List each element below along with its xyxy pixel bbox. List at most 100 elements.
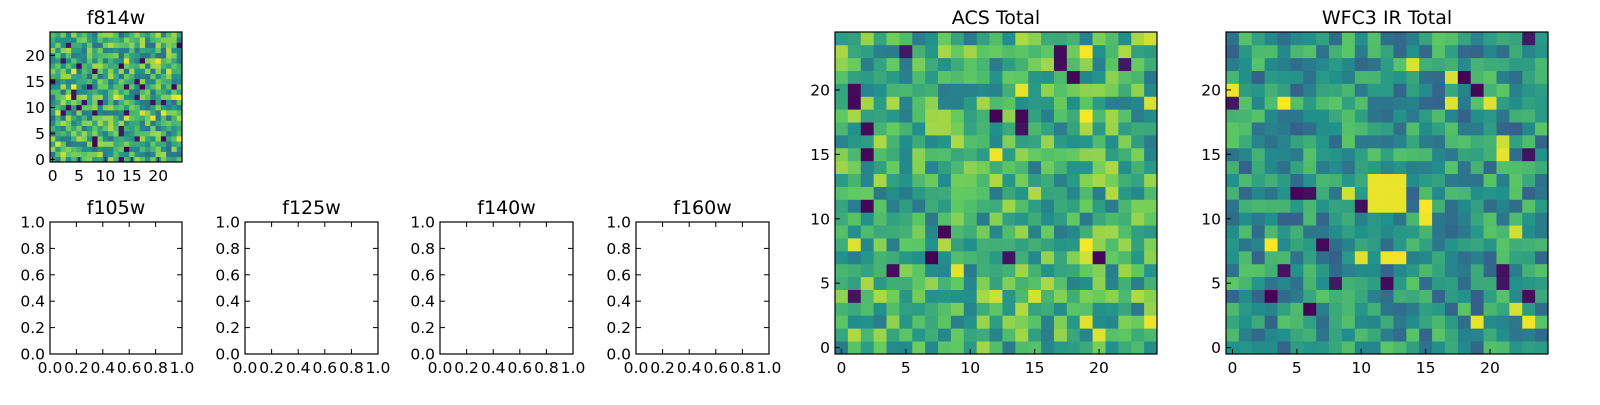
heatmap-cell [938, 32, 952, 46]
heatmap-cell [102, 130, 109, 137]
heatmap-cell [1092, 199, 1106, 213]
heatmap-cell [134, 58, 141, 64]
heatmap-cell [1303, 199, 1317, 213]
heatmap-cell [847, 173, 862, 187]
heatmap-cell [160, 141, 167, 147]
heatmap-cell [176, 115, 183, 121]
heatmap-cell [989, 135, 1003, 149]
heatmap-cell [950, 328, 965, 342]
heatmap-cell [899, 212, 913, 226]
heatmap-cell [176, 94, 183, 100]
heatmap-cell [1226, 173, 1240, 187]
heatmap-cell [847, 57, 862, 71]
heatmap-cell [1131, 302, 1145, 316]
heatmap-cell [1226, 263, 1240, 278]
heatmap-cell [108, 94, 114, 100]
y-tick-label: 0.6 [410, 266, 435, 284]
heatmap-cell [1105, 135, 1119, 149]
heatmap-cell [1118, 109, 1132, 123]
heatmap-cell [1015, 302, 1029, 316]
heatmap-cell [134, 104, 141, 111]
heatmap-cell [1457, 341, 1472, 355]
heatmap-cell [1316, 160, 1330, 175]
heatmap-cell [92, 151, 98, 158]
heatmap-cell [129, 104, 135, 111]
heatmap-cell [55, 151, 61, 158]
heatmap-cell [976, 173, 990, 187]
heatmap-cell [1118, 160, 1132, 175]
heatmap-cell [102, 68, 109, 74]
heatmap-cell [155, 84, 162, 90]
heatmap-cell [1329, 263, 1343, 278]
heatmap-cell [166, 99, 172, 106]
heatmap-cell [1522, 238, 1536, 252]
heatmap-cell [86, 141, 93, 147]
heatmap-cell [139, 99, 146, 106]
heatmap-cell [92, 58, 98, 64]
heatmap-cell [860, 263, 874, 278]
heatmap-cell [886, 160, 900, 175]
heatmap-cell [1118, 173, 1132, 187]
heatmap-cell [1522, 122, 1536, 136]
heatmap-cell [86, 47, 93, 54]
heatmap-cell [1131, 122, 1145, 136]
heatmap-cell [139, 37, 146, 43]
heatmap-cell [113, 68, 119, 74]
heatmap-cell [171, 89, 178, 95]
heatmap-cell [1290, 173, 1304, 187]
heatmap-cell [1066, 135, 1081, 149]
heatmap-cells [835, 32, 1158, 355]
heatmap-cell [65, 47, 72, 54]
heatmap-cell [145, 115, 151, 121]
heatmap-cell [160, 156, 167, 163]
heatmap-cell [55, 52, 61, 59]
heatmap-cell [97, 73, 104, 80]
heatmap-cell [160, 151, 167, 158]
heatmap-cell [60, 130, 67, 137]
heatmap-cell [1144, 250, 1158, 265]
heatmap-cell [1496, 212, 1510, 226]
heatmap-cell [55, 94, 61, 100]
heatmap-cell [1277, 315, 1291, 329]
heatmap-cell [1092, 122, 1106, 136]
heatmap-cell [1066, 32, 1081, 46]
heatmap-cell [1457, 328, 1472, 342]
heatmap-cell [145, 68, 151, 74]
heatmap-cell [108, 32, 114, 38]
heatmap-cell [1483, 32, 1497, 46]
heatmap-cell [76, 52, 83, 59]
heatmap-cell [1316, 250, 1330, 265]
heatmap-cell [989, 122, 1003, 136]
heatmap-cell [1316, 199, 1330, 213]
heatmap-cell [886, 289, 900, 303]
heatmap-cell [1457, 199, 1472, 213]
heatmap-cell [1041, 32, 1055, 46]
heatmap-cell [171, 58, 178, 64]
heatmap-cell [134, 141, 141, 147]
heatmap-cell [1053, 70, 1068, 84]
heatmap-cell [1028, 341, 1042, 355]
heatmap-cell [860, 238, 874, 252]
heatmap-cell [1015, 147, 1029, 162]
heatmap-cell [1118, 225, 1132, 239]
heatmap-cell [139, 130, 146, 137]
heatmap-cell [847, 289, 862, 303]
heatmap-cell [899, 135, 913, 149]
heatmap-cell [1144, 173, 1158, 187]
heatmap-cell [1028, 160, 1042, 175]
heatmap-cell [1290, 135, 1304, 149]
heatmap-cell [150, 125, 156, 132]
heatmap-cell [963, 328, 978, 342]
heatmap-cell [81, 42, 88, 48]
heatmap-cell [1367, 122, 1381, 136]
x-tick-label: 5 [901, 359, 911, 377]
heatmap-cell [1316, 122, 1330, 136]
heatmap-cell [150, 110, 156, 116]
heatmap-cell [1251, 57, 1265, 71]
heatmap-cell [835, 276, 849, 290]
heatmap-cell [1002, 32, 1016, 46]
heatmap-cell [171, 99, 178, 106]
heatmap-cell [1264, 173, 1278, 187]
heatmap-cell [938, 57, 952, 71]
